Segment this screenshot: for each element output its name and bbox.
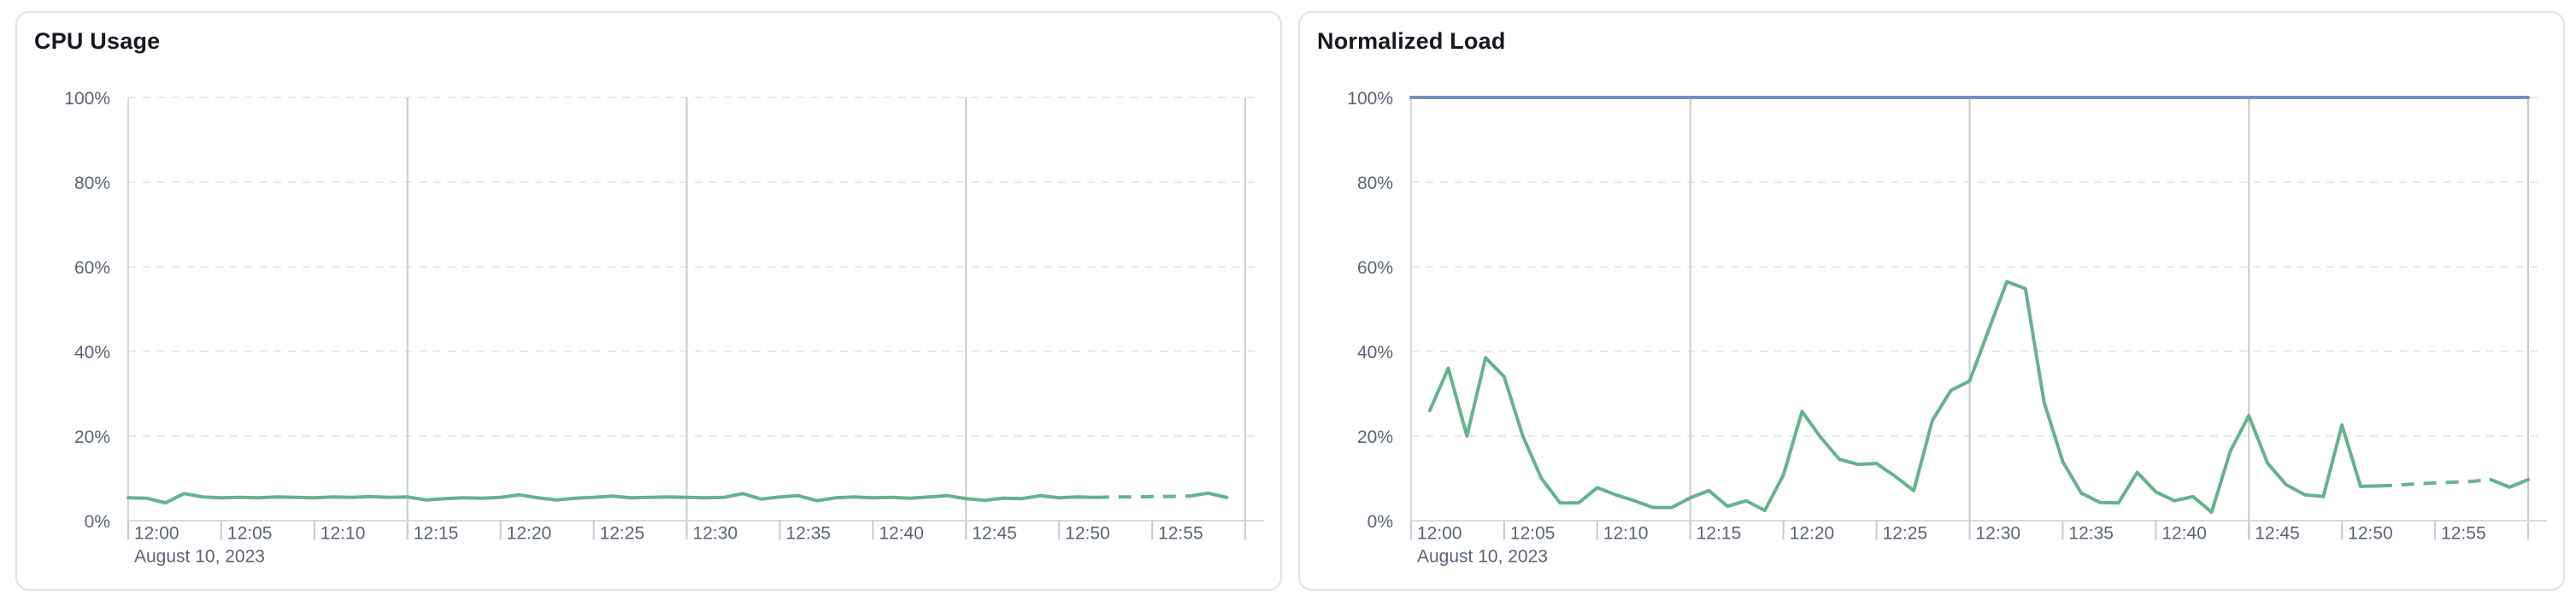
y-axis-tick-label: 60% [1357, 258, 1393, 278]
series-line-normalized-load[interactable] [1427, 280, 2381, 515]
y-axis-tick-label: 40% [74, 343, 110, 362]
chart-card-cpu-usage: CPU Usage 0% 20% 40% 60% 80% 100% 12:00 12:05 12… [15, 11, 1282, 591]
x-axis-tick-label: 12:45 [972, 523, 1017, 543]
x-axis-tick-label: 12:20 [507, 523, 552, 543]
chart-title-cpu-usage: CPU Usage [34, 28, 161, 54]
x-axis-tick-label: 12:10 [1603, 523, 1649, 543]
x-axis-tick-label: 12:10 [321, 523, 366, 543]
series-line-normalized-load-dashed[interactable] [2379, 477, 2491, 488]
chart-title-normalized-load: Normalized Load [1317, 28, 1506, 54]
x-axis-tick-label: 12:35 [2068, 523, 2114, 543]
x-axis-tick-label: 12:30 [693, 523, 738, 543]
x-axis-tick-label: 12:50 [1065, 523, 1110, 543]
x-axis-tick-label: 12:00 [1417, 523, 1462, 543]
x-axis-tick-label: 12:00 [134, 523, 179, 543]
y-axis-tick-label: 100% [1347, 89, 1393, 109]
x-axis-tick-label: 12:25 [600, 523, 645, 543]
series-line-cpu-usage[interactable] [1187, 491, 1229, 499]
gridlines [1411, 97, 2541, 539]
y-axis-tick-label: 80% [1357, 174, 1393, 193]
x-axis-tick-label: 12:05 [227, 523, 273, 543]
x-axis-tick-label: 12:40 [2161, 523, 2207, 543]
x-axis-tick-label: 12:15 [1697, 523, 1742, 543]
x-axis-tick-label: 12:05 [1510, 523, 1556, 543]
x-axis-tick-label: 12:25 [1883, 523, 1928, 543]
normalized-load-chart[interactable]: 0% 20% 40% 60% 80% 100% 12:00 12:05 12:10 12:15 12… [1300, 13, 2563, 589]
y-axis-tick-label: 0% [1367, 512, 1393, 532]
x-axis-tick-label: 12:55 [2441, 523, 2486, 543]
gridlines [128, 97, 1258, 539]
x-axis-tick-label: 12:30 [1976, 523, 2021, 543]
x-axis-tick-label: 12:50 [2348, 523, 2393, 543]
x-axis-tick-label: 12:35 [785, 523, 831, 543]
cpu-usage-chart[interactable]: 0% 20% 40% 60% 80% 100% 12:00 12:05 12:10 12:15 12… [17, 13, 1280, 589]
series-line-normalized-load[interactable] [2489, 477, 2530, 489]
series-line-cpu-usage-dashed[interactable] [1096, 494, 1190, 499]
x-axis-tick-label: 12:45 [2255, 523, 2300, 543]
y-axis-tick-label: 60% [74, 258, 110, 278]
y-axis-tick-label: 80% [74, 174, 110, 193]
y-axis-tick-label: 40% [1357, 343, 1393, 362]
y-axis-tick-label: 100% [64, 89, 110, 109]
x-axis-date-label: August 10, 2023 [134, 546, 265, 566]
x-axis-tick-label: 12:55 [1158, 523, 1203, 543]
x-axis-tick-label: 12:20 [1790, 523, 1835, 543]
x-axis-tick-label: 12:15 [414, 523, 459, 543]
chart-card-normalized-load: Normalized Load 0% 20% 40% 60% 80% 100% 12:00 1… [1298, 11, 2565, 591]
y-axis-tick-label: 0% [85, 512, 110, 532]
x-axis-tick-label: 12:40 [879, 523, 924, 543]
x-axis-date-label: August 10, 2023 [1417, 546, 1548, 566]
y-axis-tick-label: 20% [74, 427, 110, 447]
y-axis-tick-label: 20% [1357, 427, 1393, 447]
series-line-cpu-usage[interactable] [126, 492, 1098, 505]
